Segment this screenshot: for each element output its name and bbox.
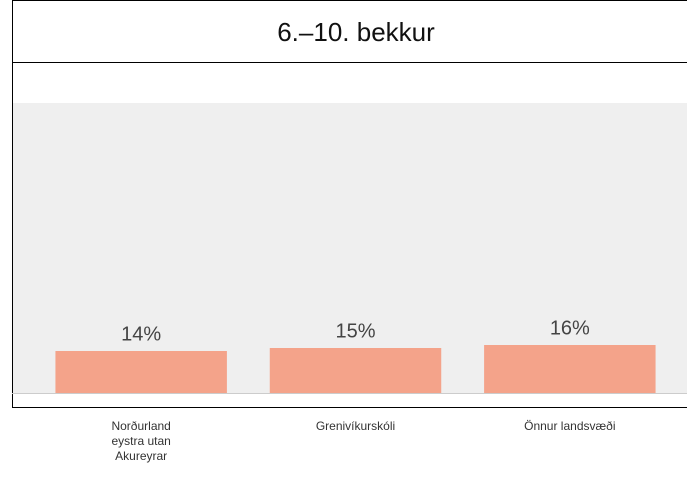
plot-background	[12, 103, 687, 393]
x-tick-label: Grenivíkurskóli	[315, 419, 396, 433]
data-label: 16%	[550, 317, 590, 339]
bar	[55, 351, 227, 393]
x-tick-label: Norðurland eystra utan Akureyrar	[111, 419, 171, 463]
data-label: 15%	[335, 320, 375, 342]
bar	[269, 348, 442, 393]
data-label: 14%	[121, 323, 161, 345]
chart-title: 6.–10. bekkur	[277, 17, 435, 47]
bar	[484, 345, 656, 393]
x-tick-label: Önnur landsvæði	[524, 419, 616, 433]
